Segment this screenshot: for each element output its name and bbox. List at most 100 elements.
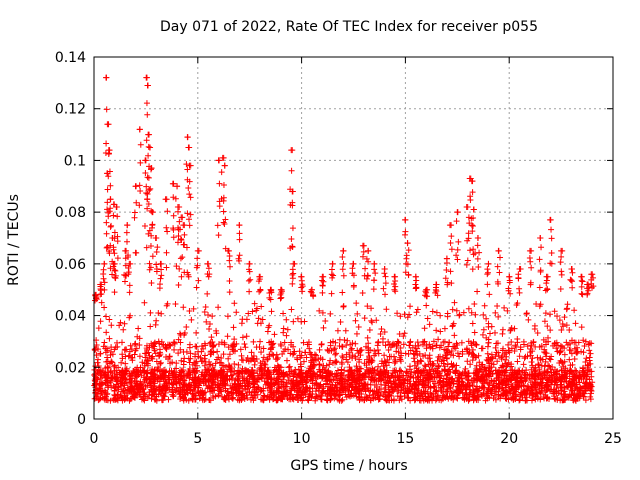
data-point — [258, 349, 265, 356]
data-point-peak — [485, 260, 492, 267]
data-point — [479, 361, 486, 368]
data-point — [569, 284, 576, 291]
data-point — [218, 169, 225, 176]
data-point — [578, 290, 585, 297]
data-point — [392, 288, 399, 295]
data-point — [286, 363, 293, 370]
data-point — [480, 311, 487, 318]
data-point — [446, 366, 453, 373]
data-point — [449, 363, 456, 370]
data-point — [170, 392, 177, 399]
y-tick-labels: 0 0.02 0.04 0.06 0.08 0.1 0.12 0.14 — [55, 50, 86, 428]
data-point — [106, 335, 113, 342]
data-point — [253, 344, 260, 351]
data-point — [561, 351, 568, 358]
data-point — [135, 325, 142, 332]
data-point — [582, 338, 589, 345]
data-point — [554, 313, 561, 320]
data-point — [332, 351, 339, 358]
data-point — [93, 341, 100, 348]
data-point — [360, 248, 367, 255]
data-point — [239, 334, 246, 341]
data-point — [122, 360, 129, 367]
data-point — [194, 255, 201, 262]
data-point — [186, 307, 193, 314]
data-point — [563, 322, 570, 329]
data-point — [586, 354, 593, 361]
data-point-peak — [122, 247, 129, 254]
data-point — [118, 359, 125, 366]
data-point — [430, 338, 437, 345]
data-point — [126, 289, 133, 296]
data-point — [454, 256, 461, 263]
data-point — [407, 303, 414, 310]
data-point — [289, 275, 296, 282]
data-point-peak — [340, 247, 347, 254]
data-point — [204, 290, 211, 297]
data-point — [100, 275, 107, 282]
data-point — [524, 343, 531, 350]
data-point — [470, 251, 477, 258]
data-point — [131, 209, 138, 216]
data-point — [438, 368, 445, 375]
data-point-peak — [558, 247, 565, 254]
data-point — [301, 318, 308, 325]
data-point — [285, 376, 292, 383]
data-point — [319, 282, 326, 289]
data-point — [382, 273, 389, 280]
data-point — [278, 294, 285, 301]
data-point — [373, 317, 380, 324]
data-point — [145, 143, 152, 150]
data-point — [584, 291, 591, 298]
data-point — [469, 320, 476, 327]
data-point — [488, 377, 495, 384]
data-point — [375, 338, 382, 345]
data-point — [283, 332, 290, 339]
data-point — [441, 346, 448, 353]
data-point-peak — [516, 266, 523, 273]
data-point-peak — [101, 260, 108, 267]
data-point — [405, 351, 412, 358]
data-point — [383, 306, 390, 313]
data-point — [177, 346, 184, 353]
data-point — [176, 265, 183, 272]
data-point — [107, 223, 114, 230]
data-point — [523, 310, 530, 317]
data-point — [230, 384, 237, 391]
data-point — [158, 310, 165, 317]
data-point — [352, 317, 359, 324]
data-point — [200, 345, 207, 352]
data-point — [289, 351, 296, 358]
data-point — [578, 283, 585, 290]
data-point — [548, 226, 555, 233]
data-point — [364, 272, 371, 279]
data-point — [185, 185, 192, 192]
data-point — [587, 350, 594, 357]
data-point — [423, 345, 430, 352]
data-point — [143, 100, 150, 107]
data-point — [201, 362, 208, 369]
data-point — [268, 308, 275, 315]
data-point — [557, 285, 564, 292]
data-point — [486, 291, 493, 298]
data-point — [215, 232, 222, 239]
data-point — [493, 349, 500, 356]
data-point — [157, 359, 164, 366]
data-point — [103, 329, 110, 336]
data-point — [136, 182, 143, 189]
data-point — [103, 230, 110, 237]
data-point — [492, 309, 499, 316]
data-point — [187, 350, 194, 357]
data-point-peak — [205, 260, 212, 267]
data-point — [257, 287, 264, 294]
data-point — [516, 353, 523, 360]
data-point — [127, 342, 134, 349]
data-point — [171, 346, 178, 353]
data-point — [496, 269, 503, 276]
data-point — [507, 367, 514, 374]
data-point — [131, 341, 138, 348]
data-point — [448, 280, 455, 287]
data-point — [561, 314, 568, 321]
x-axis-label: GPS time / hours — [290, 458, 407, 474]
data-point — [528, 339, 535, 346]
